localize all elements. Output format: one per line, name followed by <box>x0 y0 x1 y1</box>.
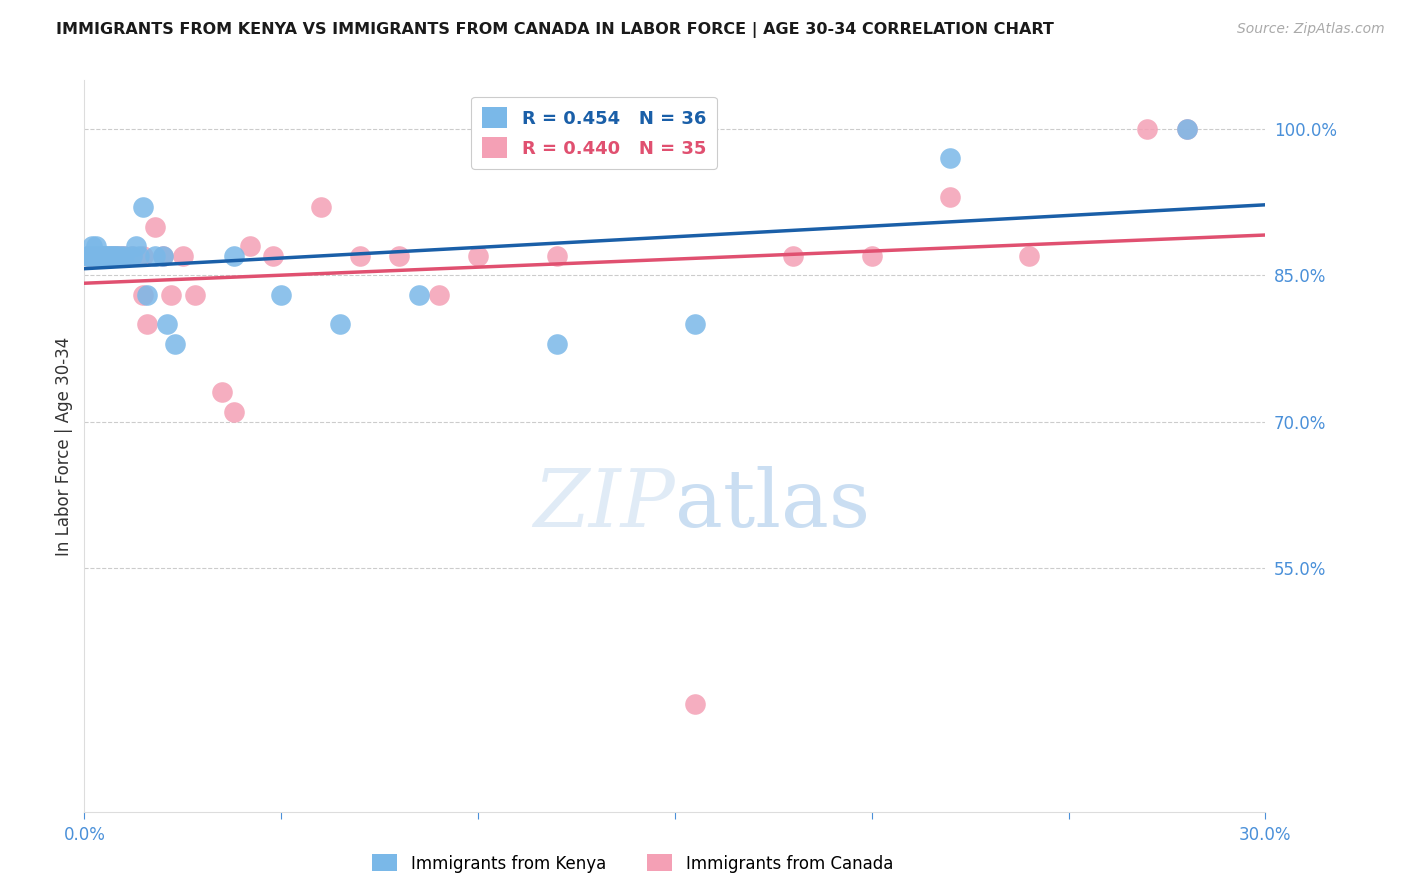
Point <box>101 249 124 263</box>
Point <box>93 249 115 263</box>
Point <box>939 190 962 204</box>
Point <box>143 249 166 263</box>
Point <box>349 249 371 263</box>
Point <box>82 249 104 263</box>
Point <box>82 249 104 263</box>
Point <box>77 249 100 263</box>
Point <box>89 249 111 263</box>
Legend: R = 0.454   N = 36, R = 0.440   N = 35: R = 0.454 N = 36, R = 0.440 N = 35 <box>471 96 717 169</box>
Point <box>222 405 245 419</box>
Point <box>239 239 262 253</box>
Point <box>163 336 186 351</box>
Point <box>132 200 155 214</box>
Text: IMMIGRANTS FROM KENYA VS IMMIGRANTS FROM CANADA IN LABOR FORCE | AGE 30-34 CORRE: IMMIGRANTS FROM KENYA VS IMMIGRANTS FROM… <box>56 22 1054 38</box>
Point <box>309 200 332 214</box>
Point <box>427 288 450 302</box>
Point <box>546 336 568 351</box>
Point <box>104 249 127 263</box>
Point <box>128 249 150 263</box>
Point <box>108 249 131 263</box>
Point <box>104 249 127 263</box>
Point <box>84 239 107 253</box>
Point <box>89 249 111 263</box>
Point <box>112 249 135 263</box>
Point <box>121 249 143 263</box>
Point <box>683 317 706 331</box>
Point <box>160 288 183 302</box>
Point <box>683 698 706 712</box>
Point <box>860 249 883 263</box>
Point <box>1175 122 1198 136</box>
Text: atlas: atlas <box>675 466 870 543</box>
Point <box>124 239 146 253</box>
Point <box>77 249 100 263</box>
Point <box>546 249 568 263</box>
Point <box>104 249 127 263</box>
Point <box>329 317 352 331</box>
Point <box>82 239 104 253</box>
Point <box>89 249 111 263</box>
Point <box>1136 122 1159 136</box>
Point <box>136 317 159 331</box>
Point <box>262 249 284 263</box>
Point <box>172 249 194 263</box>
Point <box>132 288 155 302</box>
Point <box>152 249 174 263</box>
Point <box>93 249 115 263</box>
Point <box>84 249 107 263</box>
Point <box>782 249 804 263</box>
Point <box>1018 249 1040 263</box>
Point <box>467 249 489 263</box>
Point <box>211 385 233 400</box>
Point <box>101 249 124 263</box>
Point <box>1175 122 1198 136</box>
Point <box>77 249 100 263</box>
Point <box>101 249 124 263</box>
Point <box>143 219 166 234</box>
Point <box>84 249 107 263</box>
Point <box>121 249 143 263</box>
Legend: Immigrants from Kenya, Immigrants from Canada: Immigrants from Kenya, Immigrants from C… <box>366 847 900 880</box>
Point <box>97 249 120 263</box>
Point <box>939 151 962 165</box>
Point <box>97 249 120 263</box>
Y-axis label: In Labor Force | Age 30-34: In Labor Force | Age 30-34 <box>55 336 73 556</box>
Point <box>112 249 135 263</box>
Text: Source: ZipAtlas.com: Source: ZipAtlas.com <box>1237 22 1385 37</box>
Point <box>136 288 159 302</box>
Point <box>84 249 107 263</box>
Point <box>388 249 411 263</box>
Point <box>156 317 179 331</box>
Point <box>152 249 174 263</box>
Text: ZIP: ZIP <box>533 466 675 543</box>
Point <box>270 288 292 302</box>
Point <box>222 249 245 263</box>
Point <box>132 249 155 263</box>
Point <box>108 249 131 263</box>
Point <box>183 288 205 302</box>
Point <box>93 249 115 263</box>
Point <box>408 288 430 302</box>
